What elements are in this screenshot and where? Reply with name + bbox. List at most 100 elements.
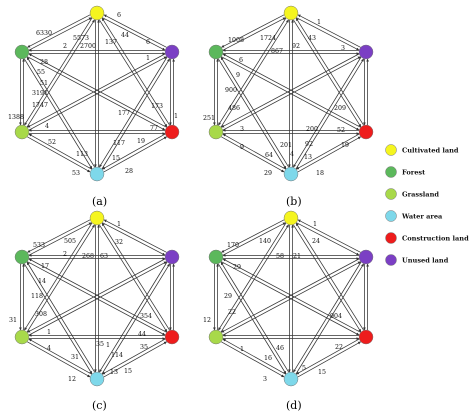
transition-arrow — [103, 14, 167, 48]
edge-label: 1388 — [8, 114, 24, 121]
transition-arrow — [98, 56, 168, 168]
edge-label: 308 — [35, 311, 47, 318]
panel-a-caption: (a) — [92, 195, 107, 208]
edge-label: 118 — [31, 293, 43, 300]
transition-arrow — [297, 219, 361, 253]
edge-label: 505 — [64, 238, 76, 245]
edge-label: 209 — [334, 105, 346, 112]
transition-arrow — [102, 133, 166, 170]
transition-arrow — [28, 133, 92, 170]
transition-arrow — [222, 133, 286, 170]
transition-arrow — [27, 56, 166, 131]
forest-node — [208, 249, 224, 265]
edge-label: 18 — [316, 170, 324, 177]
water-node — [89, 371, 105, 387]
construction-node — [164, 329, 180, 345]
edge-label: 29 — [264, 170, 272, 177]
edge-label: 867 — [271, 48, 283, 55]
edge-label: 533 — [33, 242, 45, 249]
grassland-node — [208, 329, 224, 345]
transition-arrow — [28, 338, 92, 375]
panel-d-nodes — [208, 210, 374, 387]
cultivated-node — [283, 210, 299, 226]
edge-label: 31 — [71, 354, 79, 361]
panel-b: 1 1008 1724 867 92 43 3 6 9 900 486 251 … — [203, 5, 374, 208]
panel-b-edge-labels: 1 1008 1724 867 92 43 3 6 9 900 486 251 … — [203, 19, 349, 177]
edge-label: 12 — [68, 376, 76, 383]
edge-label: 24 — [312, 238, 320, 245]
transition-arrow — [101, 17, 170, 126]
transition-arrow — [297, 14, 361, 48]
edge-label: 1 — [117, 221, 121, 228]
transition-arrow — [28, 222, 92, 256]
panel-d-caption: (d) — [286, 399, 302, 412]
transition-arrow — [24, 222, 93, 331]
edge-label: 14 — [38, 278, 46, 285]
transition-arrow — [98, 261, 168, 373]
edge-label: 1 — [146, 55, 150, 62]
edge-label: 17 — [41, 263, 49, 270]
transition-arrow — [28, 56, 167, 131]
transition-arrow — [220, 261, 290, 373]
edge-label: 6 — [146, 39, 150, 46]
edge-label: 137 — [105, 39, 117, 46]
transition-arrow — [222, 53, 361, 128]
transition-arrow — [222, 261, 361, 336]
transition-arrow — [27, 53, 166, 128]
transition-arrow — [27, 219, 91, 253]
water-node — [283, 166, 299, 182]
edge-label: 19 — [341, 142, 349, 149]
edge-label: 1747 — [32, 102, 48, 109]
edge-label: 1008 — [228, 37, 244, 44]
edge-label: 77 — [150, 125, 158, 132]
transition-arrow — [222, 258, 361, 333]
transition-arrow — [27, 341, 91, 378]
edge-label: 113 — [76, 151, 88, 158]
transition-arrow — [101, 263, 171, 375]
edge-label: 170 — [227, 242, 239, 249]
edge-label: 19 — [137, 138, 145, 145]
edge-label: 6 — [117, 12, 121, 19]
edge-label: 1 — [106, 342, 110, 349]
edge-label: 1 — [313, 221, 317, 228]
transition-arrow — [217, 58, 287, 170]
edge-label: 114 — [111, 352, 123, 359]
edge-label: 3 — [240, 126, 244, 133]
edge-label: 16 — [264, 355, 272, 362]
panel-b-edges — [212, 14, 370, 173]
edge-label: 12 — [203, 317, 211, 324]
edge-label: 22 — [228, 309, 236, 316]
transition-arrow — [102, 17, 166, 51]
edge-label: 117 — [113, 140, 125, 147]
transition-arrow — [292, 56, 362, 168]
edge-label: 904 — [330, 313, 342, 320]
legend-swatch-forest — [385, 166, 397, 178]
edge-label: 55 — [37, 69, 45, 76]
edge-label: 354 — [140, 313, 152, 320]
edge-label: 900 — [225, 87, 237, 94]
edge-label: 5573 — [73, 35, 89, 42]
panel-c-edges — [18, 219, 176, 378]
transition-arrow — [293, 224, 362, 333]
transition-arrow — [220, 19, 289, 128]
transition-arrow — [222, 338, 286, 375]
unused-node — [164, 249, 180, 265]
edge-label: 32 — [115, 239, 123, 246]
transition-arrow — [26, 56, 96, 168]
transition-arrow — [221, 136, 285, 173]
transition-arrow — [218, 17, 287, 126]
edge-label: 4 — [45, 123, 49, 130]
construction-node — [358, 124, 374, 140]
legend-swatch-unused — [385, 254, 397, 266]
unused-node — [358, 249, 374, 265]
transition-arrow — [222, 56, 361, 131]
panel-c-caption: (c) — [92, 399, 107, 412]
panel-a-edges — [18, 14, 176, 173]
unused-node — [164, 44, 180, 60]
transition-arrow — [220, 224, 289, 333]
edge-label: 31 — [9, 317, 17, 324]
transition-arrow — [26, 261, 96, 373]
edge-label: 4 — [290, 151, 294, 158]
transition-arrow — [222, 222, 286, 256]
